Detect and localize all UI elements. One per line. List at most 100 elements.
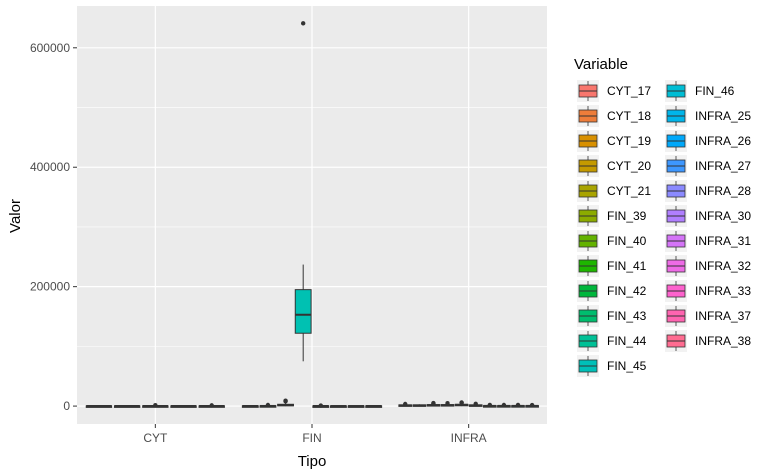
box-CYT_18 bbox=[113, 405, 141, 408]
outlier-point bbox=[515, 402, 521, 408]
box-INFRA_37 bbox=[511, 402, 525, 408]
box-INFRA_38 bbox=[525, 402, 539, 408]
legend-item-label: FIN_39 bbox=[607, 209, 647, 223]
legend-item-CYT_21: CYT_21 bbox=[577, 180, 651, 202]
boxes bbox=[85, 21, 539, 408]
y-axis-title: Valor bbox=[7, 199, 24, 233]
legend-item-INFRA_37: INFRA_37 bbox=[665, 305, 751, 327]
outlier-point bbox=[487, 402, 493, 408]
legend-item-label: CYT_20 bbox=[607, 159, 651, 173]
legend-item-INFRA_38: INFRA_38 bbox=[665, 330, 751, 352]
legend-item-label: INFRA_30 bbox=[695, 209, 751, 223]
legend-item-label: FIN_41 bbox=[607, 259, 647, 273]
box-FIN_42 bbox=[294, 21, 312, 362]
legend-item-CYT_18: CYT_18 bbox=[577, 105, 651, 127]
box-CYT_17 bbox=[85, 405, 113, 408]
box-FIN_46 bbox=[365, 405, 383, 408]
box-CYT_21 bbox=[198, 403, 225, 408]
legend-item-label: CYT_17 bbox=[607, 84, 651, 98]
legend-item-INFRA_26: INFRA_26 bbox=[665, 130, 751, 152]
legend-item-FIN_40: FIN_40 bbox=[577, 230, 647, 252]
x-tick-label: CYT bbox=[143, 431, 168, 445]
legend-item-FIN_44: FIN_44 bbox=[577, 330, 647, 352]
outlier-point bbox=[403, 401, 408, 407]
legend-item-INFRA_33: INFRA_33 bbox=[665, 280, 751, 302]
x-tick-label: FIN bbox=[302, 431, 321, 445]
legend-item-label: FIN_42 bbox=[607, 284, 647, 298]
legend-item-CYT_19: CYT_19 bbox=[577, 130, 651, 152]
box-FIN_40 bbox=[259, 402, 277, 408]
outlier-point bbox=[265, 402, 271, 408]
legend-item-label: FIN_46 bbox=[695, 84, 735, 98]
x-tick-label: INFRA bbox=[451, 431, 487, 445]
legend-item-CYT_17: CYT_17 bbox=[577, 80, 651, 102]
legend-item-label: INFRA_38 bbox=[695, 334, 751, 348]
box-FIN_43 bbox=[312, 403, 330, 408]
box-INFRA_25 bbox=[398, 401, 413, 407]
grid-lines bbox=[77, 6, 547, 424]
y-tick-label: 0 bbox=[63, 399, 70, 413]
box-INFRA_32 bbox=[482, 402, 497, 408]
box-INFRA_28 bbox=[440, 401, 455, 407]
outlier-point bbox=[529, 402, 535, 408]
box-INFRA_27 bbox=[426, 400, 441, 407]
y-axis: 0 200000 400000 600000 bbox=[30, 41, 77, 413]
box-INFRA_26 bbox=[412, 404, 427, 407]
legend-item-label: INFRA_37 bbox=[695, 309, 751, 323]
box-INFRA_33 bbox=[497, 402, 511, 408]
legend-item-FIN_39: FIN_39 bbox=[577, 205, 647, 227]
outlier-point bbox=[431, 400, 436, 406]
legend-item-label: CYT_21 bbox=[607, 184, 651, 198]
legend-item-label: INFRA_33 bbox=[695, 284, 751, 298]
legend-item-INFRA_28: INFRA_28 bbox=[665, 180, 751, 202]
legend-item-label: INFRA_26 bbox=[695, 134, 751, 148]
outlier-point bbox=[283, 398, 288, 403]
outlier-point bbox=[473, 401, 478, 407]
box-CYT_20 bbox=[170, 405, 197, 408]
legend-item-label: FIN_43 bbox=[607, 309, 647, 323]
outlier-point bbox=[153, 402, 158, 408]
box-CYT_19 bbox=[142, 402, 169, 408]
legend-item-label: INFRA_27 bbox=[695, 159, 751, 173]
legend-item-INFRA_30: INFRA_30 bbox=[665, 205, 751, 227]
legend-item-FIN_46: FIN_46 bbox=[665, 80, 735, 102]
outlier-point bbox=[445, 401, 450, 406]
legend-item-label: INFRA_31 bbox=[695, 234, 751, 248]
legend-item-label: CYT_18 bbox=[607, 109, 651, 123]
legend-item-FIN_45: FIN_45 bbox=[577, 355, 647, 377]
legend-item-label: FIN_45 bbox=[607, 359, 647, 373]
x-axis-title: Tipo bbox=[298, 453, 327, 470]
legend-item-label: CYT_19 bbox=[607, 134, 651, 148]
box-body bbox=[294, 289, 312, 334]
legend-item-INFRA_25: INFRA_25 bbox=[665, 105, 751, 127]
legend-item-FIN_42: FIN_42 bbox=[577, 280, 647, 302]
legend-item-label: FIN_40 bbox=[607, 234, 647, 248]
legend-item-INFRA_32: INFRA_32 bbox=[665, 255, 751, 277]
legend-item-label: INFRA_32 bbox=[695, 259, 751, 273]
box-FIN_44 bbox=[330, 405, 347, 408]
legend: Variable CYT_17 CYT_18 CYT_19 CYT_20 CYT_21 F… bbox=[574, 56, 751, 377]
box-FIN_45 bbox=[347, 405, 365, 408]
outlier-point bbox=[300, 21, 306, 26]
outlier-point bbox=[459, 400, 464, 405]
box-FIN_39 bbox=[241, 405, 259, 408]
legend-item-INFRA_27: INFRA_27 bbox=[665, 155, 751, 177]
legend-item-label: FIN_44 bbox=[607, 334, 647, 348]
box-FIN_41 bbox=[277, 398, 294, 407]
legend-item-FIN_41: FIN_41 bbox=[577, 255, 647, 277]
legend-item-FIN_43: FIN_43 bbox=[577, 305, 647, 327]
legend-title: Variable bbox=[574, 56, 628, 73]
y-tick-label: 600000 bbox=[30, 41, 70, 55]
y-tick-label: 400000 bbox=[30, 160, 70, 174]
outlier-point bbox=[318, 403, 324, 408]
outlier-point bbox=[209, 403, 214, 408]
legend-item-label: INFRA_28 bbox=[695, 184, 751, 198]
legend-item-CYT_20: CYT_20 bbox=[577, 155, 651, 177]
y-tick-label: 200000 bbox=[30, 280, 70, 294]
box-INFRA_30 bbox=[454, 400, 469, 407]
x-axis: CYT FIN INFRA bbox=[143, 424, 487, 445]
box-INFRA_31 bbox=[468, 401, 483, 407]
legend-item-INFRA_31: INFRA_31 bbox=[665, 230, 751, 252]
outlier-point bbox=[501, 402, 507, 408]
